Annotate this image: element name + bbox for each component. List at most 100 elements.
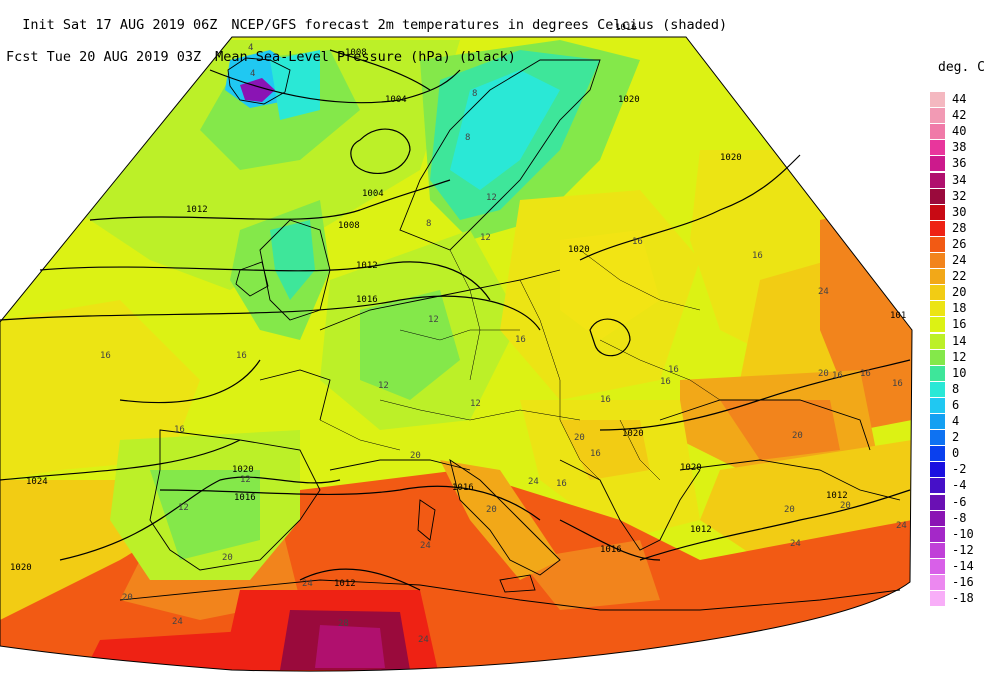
legend-label: 18	[952, 301, 967, 316]
coastlines	[119, 57, 901, 611]
legend-label: 40	[952, 124, 967, 139]
legend-label: 28	[952, 220, 967, 235]
legend-swatch	[930, 236, 945, 252]
isobar-label: 1020	[568, 245, 590, 255]
legend-swatch	[930, 381, 945, 397]
temp-label: 16	[174, 425, 185, 435]
isobar-label: 1016	[356, 295, 378, 305]
legend-label: 14	[952, 333, 967, 348]
map-boundary	[0, 36, 913, 672]
temp-label: 20	[818, 369, 829, 379]
legend-label: 42	[952, 108, 967, 123]
isobar-label: 1016	[234, 493, 256, 503]
legend-label: 26	[952, 236, 967, 251]
temp-label: 16	[660, 377, 671, 387]
temp-label: 20	[222, 553, 233, 563]
legend-label: -8	[952, 510, 967, 525]
legend-label: -18	[952, 591, 974, 606]
legend-swatch	[930, 510, 945, 526]
legend-swatch	[930, 172, 945, 188]
isobar-label: 1020	[10, 563, 32, 573]
temp-label: 12	[470, 399, 481, 409]
temp-label: 8	[472, 89, 477, 99]
temp-label: 24	[528, 477, 539, 487]
legend-label: 16	[952, 317, 967, 332]
temp-label: 16	[236, 351, 247, 361]
temp-label: 20	[574, 433, 585, 443]
legend-label: 30	[952, 204, 967, 219]
init-value: Sat 17 AUG 2019 06Z	[62, 17, 218, 33]
legend-swatch	[930, 156, 945, 172]
header-description-line2: Mean Sea-Level Pressure (hPa) (black)	[215, 49, 516, 65]
legend-swatch	[930, 494, 945, 510]
temp-label: 20	[792, 431, 803, 441]
isobar-label: 1020	[618, 95, 640, 105]
temp-label: 24	[418, 635, 429, 645]
legend-label: 2	[952, 430, 960, 445]
legend-label: 10	[952, 365, 967, 380]
temp-label: 16	[892, 379, 903, 389]
temp-label: 24	[818, 287, 829, 297]
isobar-label: 1020	[680, 463, 702, 473]
temp-label: 24	[420, 541, 431, 551]
isobar-label: 1012	[334, 579, 356, 589]
legend-swatch	[930, 124, 945, 140]
legend-swatch	[930, 430, 945, 446]
legend-label: 36	[952, 156, 967, 171]
temp-label: 12	[480, 233, 491, 243]
temp-label: 24	[172, 617, 183, 627]
legend-swatch	[930, 188, 945, 204]
temp-label: 28	[338, 619, 349, 629]
legend-swatch	[930, 253, 945, 268]
isobar-label: 1004	[362, 189, 384, 199]
isobar-label: 1012	[186, 205, 208, 215]
legend-swatch	[930, 575, 945, 590]
temp-label: 20	[122, 593, 133, 603]
legend-label: 44	[952, 92, 967, 106]
temp-label: 12	[378, 381, 389, 391]
chart-header: Init Sat 17 AUG 2019 06Z NCEP/GFS forecas…	[6, 1, 727, 81]
legend-label: -2	[952, 462, 967, 477]
legend-swatch	[930, 140, 945, 156]
fcst-label: Fcst	[6, 49, 39, 65]
isobar-label: 101	[890, 311, 906, 321]
country-borders	[319, 249, 721, 481]
temp-label: 20	[784, 505, 795, 515]
isobar-label: 1012	[826, 491, 848, 501]
isobar-labels: 1008 1004 1004 1008 1012 1012 1016 1020 …	[10, 23, 906, 589]
isobar-label: 1016	[600, 545, 622, 555]
isobar-label: 1020	[232, 465, 254, 475]
isobar-label: 1012	[356, 261, 378, 271]
temp-label: 16	[632, 237, 643, 247]
temp-label: 16	[752, 251, 763, 261]
legend-swatch	[930, 349, 945, 365]
legend-swatch	[930, 301, 945, 317]
legend-label: -12	[952, 542, 974, 557]
temp-label: 12	[178, 503, 189, 513]
isobar-label: 1008	[338, 221, 360, 231]
legend-swatch	[930, 108, 945, 124]
temp-label: 8	[465, 133, 470, 143]
temp-label: 12	[486, 193, 497, 203]
legend-title: deg. C	[938, 60, 985, 75]
temp-label: 12	[428, 315, 439, 325]
legend-swatch	[930, 204, 945, 220]
legend-swatch	[930, 220, 945, 236]
legend-swatch	[930, 285, 945, 301]
temp-label: 12	[240, 475, 251, 485]
temp-label: 16	[556, 479, 567, 489]
isobar-lines	[0, 49, 911, 591]
legend-label: 12	[952, 349, 967, 364]
fcst-value: Tue 20 AUG 2019 03Z	[46, 49, 202, 65]
temp-label: 16	[100, 351, 111, 361]
legend-label: 20	[952, 285, 967, 300]
temp-label: 16	[590, 449, 601, 459]
isobar-label: 1004	[385, 95, 407, 105]
temp-label: 4	[248, 43, 253, 53]
legend-swatch	[930, 446, 945, 462]
isobar-label: 1008	[345, 48, 367, 58]
legend-label: -14	[952, 558, 974, 573]
temp-label: 16	[832, 371, 843, 381]
legend-label: 34	[952, 172, 967, 187]
temp-label: 16	[668, 365, 679, 375]
